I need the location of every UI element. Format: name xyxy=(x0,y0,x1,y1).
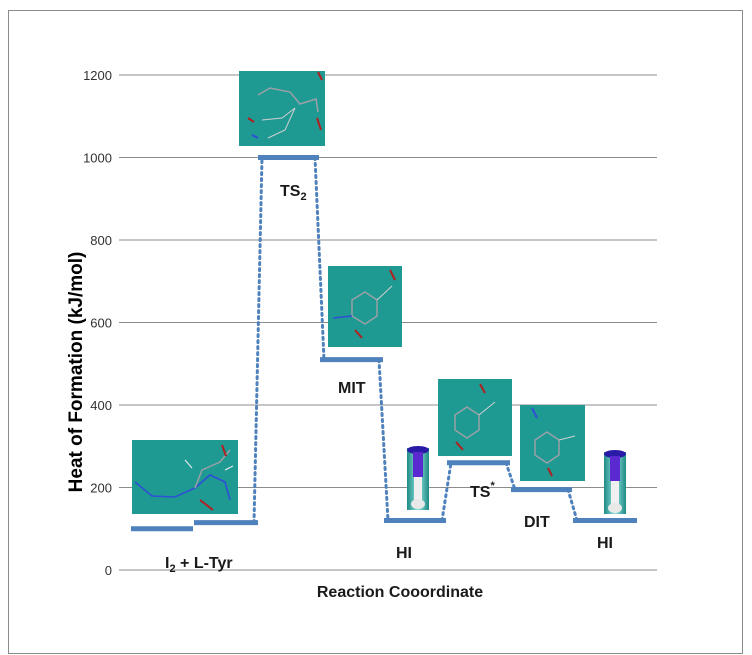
label-ts-star: TS* xyxy=(470,480,495,501)
connector-3 xyxy=(377,358,390,522)
connector-2 xyxy=(313,156,326,362)
label-dit: DIT xyxy=(524,514,550,531)
label-hi-2: HI xyxy=(597,535,613,552)
y-axis-ticks: 0 200 400 600 800 1000 1200 xyxy=(83,68,112,578)
structure-image-hi-2 xyxy=(604,450,626,514)
y-tick-label: 1000 xyxy=(83,151,112,166)
y-tick-label: 800 xyxy=(90,233,112,248)
structure-image-ts2 xyxy=(239,71,325,146)
structure-image-dit xyxy=(520,405,585,481)
connector-6 xyxy=(566,488,579,522)
connector-4 xyxy=(440,461,453,522)
y-tick-label: 200 xyxy=(90,481,112,496)
label-hi-1: HI xyxy=(396,545,412,562)
structure-image-mit xyxy=(328,266,402,347)
label-ts-star-main: TS xyxy=(470,484,491,501)
y-axis-title: Heat of Formation (kJ/mol) xyxy=(66,252,87,493)
label-ts2: TS2 xyxy=(280,183,307,203)
connector-5 xyxy=(504,461,517,492)
structure-image-ts-star xyxy=(438,379,512,456)
label-reactants-sub: 2 xyxy=(169,563,175,575)
structure-image-hi-1 xyxy=(407,446,429,510)
label-ts2-main: TS xyxy=(280,183,301,200)
y-tick-label: 1200 xyxy=(83,68,112,83)
y-tick-label: 400 xyxy=(90,398,112,413)
label-ts2-sub: 2 xyxy=(300,191,306,203)
structure-image-reactants xyxy=(132,440,238,514)
label-mit: MIT xyxy=(338,380,366,397)
y-tick-label: 600 xyxy=(90,316,112,331)
label-ts-star-sup: * xyxy=(490,480,495,492)
label-reactants: I2 + L-Tyr xyxy=(165,555,233,575)
chart-frame xyxy=(8,10,743,654)
energy-levels xyxy=(131,155,637,532)
connector-lines xyxy=(252,156,579,525)
connector-1 xyxy=(252,156,264,525)
label-reactants-i: I xyxy=(165,555,169,572)
x-axis-title: Reaction Cooordinate xyxy=(317,584,483,601)
y-tick-label: 0 xyxy=(105,563,112,578)
label-reactants-rest: + L-Tyr xyxy=(176,555,233,572)
